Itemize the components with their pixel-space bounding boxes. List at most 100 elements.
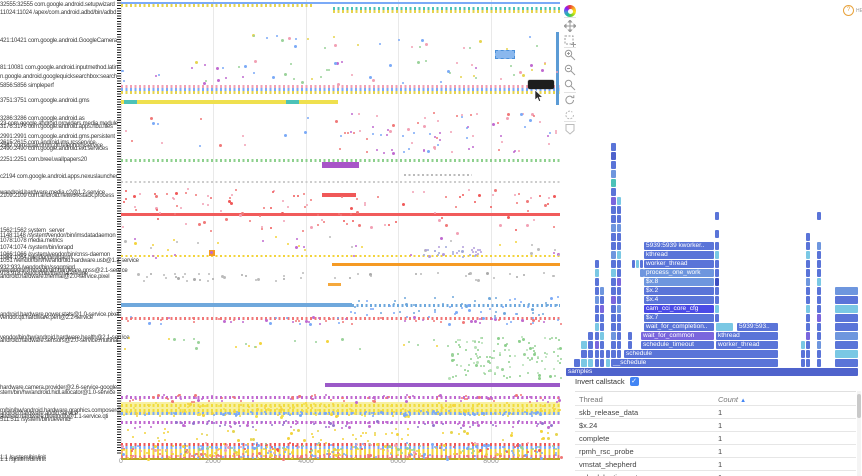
flame-frame[interactable] (801, 341, 805, 349)
flame-frame[interactable] (611, 242, 616, 250)
flame-frame[interactable] (817, 341, 821, 349)
flame-frame[interactable] (617, 341, 621, 349)
flame-frame[interactable] (801, 359, 805, 367)
flame-frame[interactable] (715, 278, 719, 286)
flame-frame[interactable] (617, 332, 621, 340)
flame-frame[interactable] (617, 197, 621, 205)
flame-frame[interactable] (606, 350, 610, 358)
flame-frame[interactable] (806, 305, 810, 313)
flame-frame[interactable]: schedule (624, 350, 778, 358)
flame-frame[interactable]: $x.7 (644, 314, 714, 322)
zoom-out-icon[interactable] (564, 64, 577, 77)
flame-frame[interactable] (611, 296, 616, 304)
flame-frame[interactable] (611, 269, 616, 277)
flame-frame[interactable] (817, 251, 821, 259)
flame-frame[interactable]: 5939:593.. (737, 323, 778, 331)
flame-frame[interactable] (835, 287, 858, 295)
flame-frame[interactable] (617, 215, 621, 223)
column-header-count[interactable]: Count ▲ (718, 395, 747, 404)
table-row[interactable]: complete 1 (575, 431, 856, 445)
flame-frame[interactable] (611, 305, 616, 313)
flame-frame[interactable] (611, 341, 616, 349)
flame-frame[interactable] (715, 260, 719, 268)
refresh-icon[interactable] (564, 109, 577, 122)
flame-frame[interactable] (715, 251, 719, 259)
hover-tool-icon[interactable] (564, 123, 577, 136)
reset-icon[interactable] (564, 94, 577, 107)
flame-frame[interactable] (835, 305, 858, 313)
flame-frame[interactable] (806, 269, 810, 277)
flame-frame[interactable] (600, 314, 604, 322)
flame-frame[interactable] (806, 350, 810, 358)
flame-frame[interactable] (617, 296, 621, 304)
flame-frame[interactable]: samples (566, 368, 858, 376)
flame-frame[interactable] (806, 251, 810, 259)
flame-frame[interactable] (611, 332, 616, 340)
flame-frame[interactable] (600, 323, 604, 331)
flame-frame[interactable] (617, 233, 621, 241)
flame-frame[interactable] (606, 359, 610, 367)
flame-frame[interactable] (611, 197, 616, 205)
flame-frame[interactable] (806, 359, 810, 367)
flame-frame[interactable]: schedule_timeout (641, 341, 714, 349)
flame-frame[interactable] (715, 230, 719, 238)
flame-frame[interactable] (617, 224, 621, 232)
flame-frame[interactable] (715, 269, 719, 277)
flame-frame[interactable] (817, 314, 821, 322)
flame-frame[interactable] (817, 260, 821, 268)
flame-frame[interactable] (617, 323, 621, 331)
scrollbar-thumb[interactable] (857, 394, 861, 418)
flame-frame[interactable] (595, 260, 599, 268)
flame-frame[interactable] (806, 332, 810, 340)
table-row[interactable]: rpmh_rsc_probe 1 (575, 444, 856, 458)
flame-frame[interactable] (617, 305, 621, 313)
flame-frame[interactable] (611, 161, 616, 169)
flame-frame[interactable] (835, 323, 858, 331)
flame-frame[interactable] (806, 287, 810, 295)
flame-frame[interactable]: 5939:5939 kworker.. (644, 242, 714, 250)
invert-callstack-checkbox[interactable]: ✓ (629, 377, 639, 386)
flame-frame[interactable] (611, 179, 616, 187)
flame-frame[interactable] (611, 170, 616, 178)
flame-frame[interactable] (617, 287, 621, 295)
flame-frame[interactable] (636, 260, 639, 268)
flame-frame[interactable] (715, 314, 719, 322)
flame-frame[interactable] (817, 212, 821, 220)
flame-frame[interactable] (588, 332, 593, 340)
flame-frame[interactable] (588, 341, 593, 349)
help-button[interactable]: ? HELP (843, 5, 862, 16)
flame-frame[interactable] (595, 350, 599, 358)
flame-frame[interactable] (806, 278, 810, 286)
flame-frame[interactable] (595, 278, 599, 286)
flame-frame[interactable] (817, 278, 821, 286)
flame-frame[interactable] (611, 188, 616, 196)
flame-frame[interactable] (817, 350, 821, 358)
flame-frame[interactable] (835, 332, 858, 340)
flame-frame[interactable] (640, 269, 644, 277)
flame-frame[interactable] (817, 323, 821, 331)
flame-frame[interactable] (611, 224, 616, 232)
flame-frame[interactable] (595, 359, 599, 367)
flame-frame[interactable] (595, 314, 599, 322)
flame-frame[interactable] (817, 296, 821, 304)
wheel-zoom-icon[interactable] (564, 79, 577, 92)
flame-frame[interactable] (595, 341, 599, 349)
flame-frame[interactable] (715, 296, 719, 304)
flame-frame[interactable] (595, 287, 599, 295)
flame-frame[interactable] (611, 314, 616, 322)
flame-frame[interactable]: kthread (644, 251, 714, 259)
flame-frame[interactable] (817, 242, 821, 250)
flame-frame[interactable] (595, 296, 599, 304)
flame-frame[interactable] (611, 260, 616, 268)
flame-frame[interactable] (581, 341, 587, 349)
timeline-plot[interactable]: 32555:32555 com.google.android.setupwiza… (0, 0, 563, 476)
flame-frame[interactable] (806, 341, 810, 349)
flame-frame[interactable] (628, 341, 632, 349)
flame-frame[interactable] (715, 305, 719, 313)
flame-frame[interactable]: wait_for_completion.. (644, 323, 714, 331)
flame-frame[interactable] (600, 296, 604, 304)
flame-frame[interactable]: __schedule (611, 359, 778, 367)
flame-frame[interactable] (835, 341, 858, 349)
flame-frame[interactable] (835, 314, 858, 322)
selection-segment[interactable] (495, 50, 515, 59)
